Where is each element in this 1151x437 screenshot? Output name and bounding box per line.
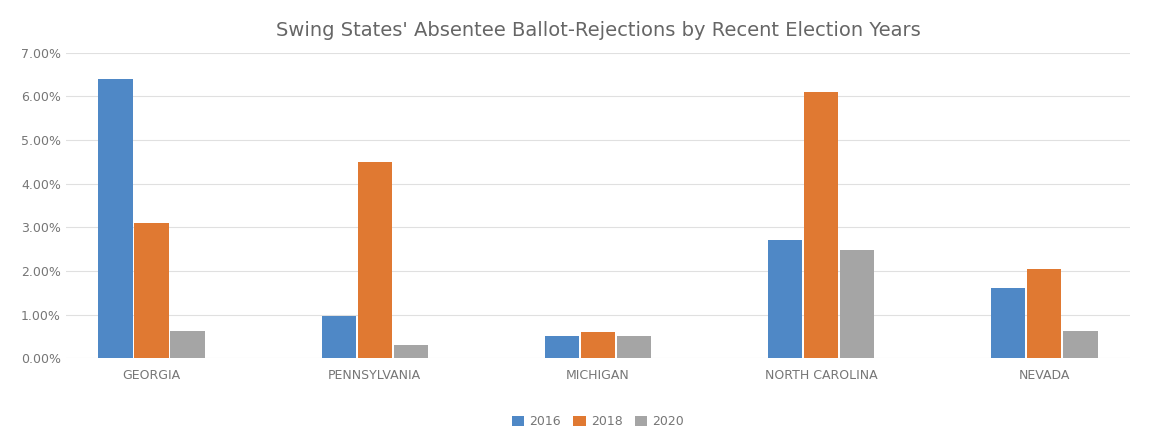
Bar bbox=[98, 79, 132, 358]
Bar bbox=[1064, 331, 1098, 358]
Title: Swing States' Absentee Ballot-Rejections by Recent Election Years: Swing States' Absentee Ballot-Rejections… bbox=[275, 21, 921, 40]
Bar bbox=[768, 240, 802, 358]
Bar bbox=[394, 345, 428, 358]
Bar bbox=[581, 332, 615, 358]
Bar bbox=[1027, 269, 1061, 358]
Bar bbox=[321, 316, 356, 358]
Bar bbox=[840, 250, 875, 358]
Bar bbox=[170, 331, 205, 358]
Bar bbox=[358, 162, 391, 358]
Bar bbox=[803, 92, 838, 358]
Bar bbox=[544, 336, 579, 358]
Bar bbox=[991, 288, 1026, 358]
Bar bbox=[617, 336, 651, 358]
Bar bbox=[135, 223, 169, 358]
Legend: 2016, 2018, 2020: 2016, 2018, 2020 bbox=[506, 410, 689, 434]
